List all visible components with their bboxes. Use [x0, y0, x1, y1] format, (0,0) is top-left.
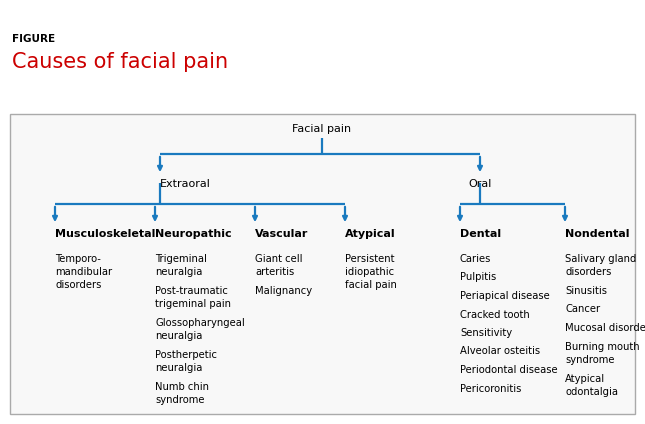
- Text: Pulpitis: Pulpitis: [460, 273, 496, 282]
- Text: Sinusitis: Sinusitis: [565, 286, 607, 296]
- Text: Dental: Dental: [460, 229, 501, 239]
- Text: Musculoskeletal: Musculoskeletal: [55, 229, 155, 239]
- Text: Salivary gland
disorders: Salivary gland disorders: [565, 254, 637, 277]
- Text: Alveolar osteitis: Alveolar osteitis: [460, 346, 540, 357]
- Text: FIGURE: FIGURE: [12, 34, 55, 44]
- Text: Facial pain: Facial pain: [292, 124, 352, 134]
- Text: Pericoronitis: Pericoronitis: [460, 383, 521, 393]
- Text: Burning mouth
syndrome: Burning mouth syndrome: [565, 341, 640, 365]
- Text: Trigeminal
neuralgia: Trigeminal neuralgia: [155, 254, 207, 277]
- FancyBboxPatch shape: [10, 114, 635, 414]
- Text: Giant cell
arteritis: Giant cell arteritis: [255, 254, 303, 277]
- Text: Postherpetic
neuralgia: Postherpetic neuralgia: [155, 350, 217, 373]
- Text: Atypical
odontalgia: Atypical odontalgia: [565, 374, 618, 397]
- Text: Neuropathic: Neuropathic: [155, 229, 232, 239]
- Text: Nondental: Nondental: [565, 229, 630, 239]
- Text: Numb chin
syndrome: Numb chin syndrome: [155, 382, 209, 405]
- Text: Malignancy: Malignancy: [255, 286, 312, 296]
- Text: Caries: Caries: [460, 254, 491, 264]
- Text: Vascular: Vascular: [255, 229, 308, 239]
- Text: Glossopharyngeal
neuralgia: Glossopharyngeal neuralgia: [155, 318, 244, 341]
- Text: Periodontal disease: Periodontal disease: [460, 365, 558, 375]
- Text: Temporo-
mandibular
disorders: Temporo- mandibular disorders: [55, 254, 112, 290]
- Text: Causes of facial pain: Causes of facial pain: [12, 52, 228, 72]
- Text: Oral: Oral: [468, 179, 491, 189]
- Text: Sensitivity: Sensitivity: [460, 328, 512, 338]
- Text: Extraoral: Extraoral: [160, 179, 211, 189]
- Text: Cancer: Cancer: [565, 304, 600, 315]
- Text: Post-traumatic
trigeminal pain: Post-traumatic trigeminal pain: [155, 286, 231, 309]
- Text: Periapical disease: Periapical disease: [460, 291, 550, 301]
- Text: Mucosal disorders: Mucosal disorders: [565, 323, 645, 333]
- Text: Atypical: Atypical: [345, 229, 395, 239]
- Text: Persistent
idiopathic
facial pain: Persistent idiopathic facial pain: [345, 254, 397, 290]
- Text: Cracked tooth: Cracked tooth: [460, 310, 530, 320]
